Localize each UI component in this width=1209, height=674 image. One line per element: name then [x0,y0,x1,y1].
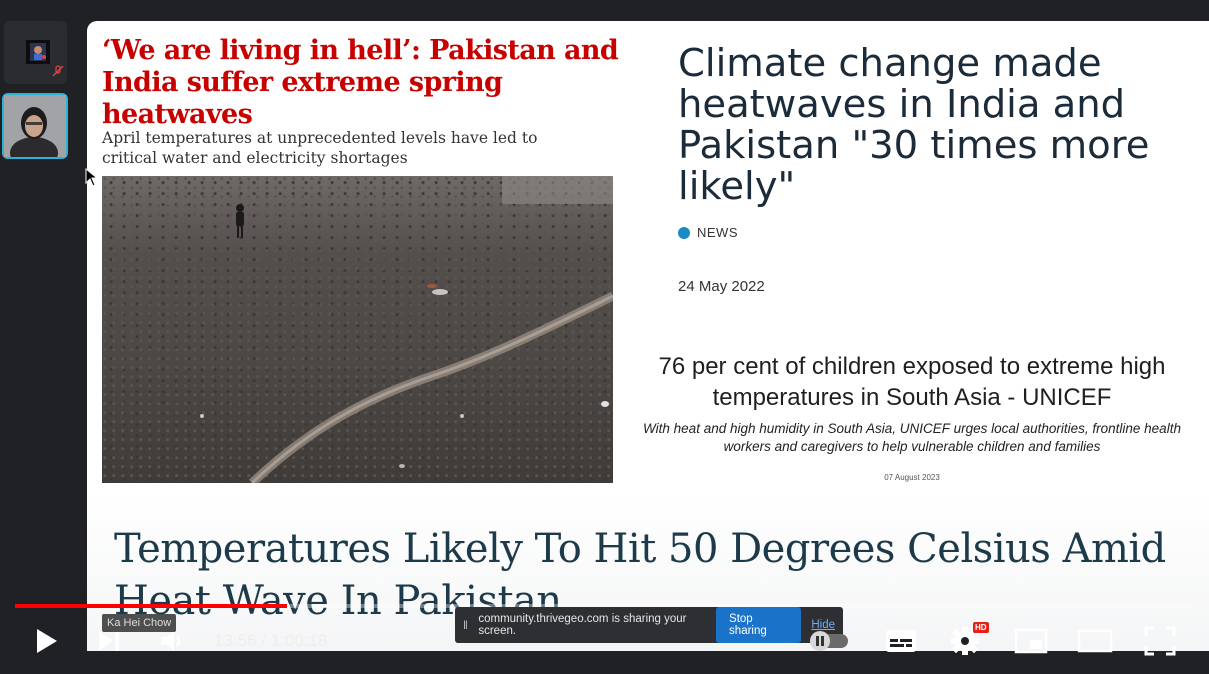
unicef-standfirst: With heat and high humidity in South Asi… [643,421,1181,454]
climate-news-tag: NEWS [678,225,738,240]
progress-bar[interactable] [15,604,1192,608]
news-dot-icon [678,226,690,239]
time-display: 13:56 / 1:00:18 [214,631,328,650]
progress-played [15,604,287,608]
play-button-icon[interactable] [34,627,60,655]
news-tag-label: NEWS [697,225,738,240]
screen-share-bar: ‖ community.thrivegeo.com is sharing you… [455,607,843,643]
stop-sharing-button[interactable]: Stop sharing [716,607,802,643]
participant-thumbnail-presenter[interactable] [4,21,67,84]
hover-tooltip: Ka Hei Chow [102,614,177,632]
drag-handle-icon[interactable]: ‖ [463,618,468,632]
hide-share-bar-link[interactable]: Hide [811,619,835,631]
dry-riverbed-photo [102,176,613,483]
next-button-icon[interactable] [97,629,123,653]
screen-share-message: community.thrivegeo.com is sharing your … [478,613,687,637]
fullscreen-icon[interactable] [1144,626,1176,656]
unicef-headline: 76 per cent of children exposed to extre… [658,353,1166,411]
mouse-cursor-icon [85,168,99,187]
climate-date: 24 May 2022 [678,278,765,295]
guardian-standfirst: April temperatures at unprecedented leve… [102,129,538,167]
autoplay-toggle-icon[interactable] [806,629,852,653]
subtitles-icon[interactable] [885,628,917,654]
bottom-headline: Temperatures Likely To Hit 50 Degrees Ce… [114,526,1166,624]
muted-mic-icon [52,65,64,77]
participant-thumbnail-speaker[interactable] [2,93,68,169]
climate-headline: Climate change made heatwaves in India a… [678,41,1150,209]
volume-icon[interactable] [159,629,185,653]
shared-slide: ‘We are living in hell’: Pakistan and In… [87,21,1209,651]
presenter-avatar-icon [26,40,50,64]
miniplayer-icon[interactable] [1014,628,1048,654]
guardian-headline: ‘We are living in hell’: Pakistan and In… [102,35,619,130]
speaker-video-icon [4,95,66,169]
hd-badge: HD [973,622,989,633]
theater-mode-icon[interactable] [1077,628,1113,654]
unicef-date: 07 August 2023 [884,473,940,482]
